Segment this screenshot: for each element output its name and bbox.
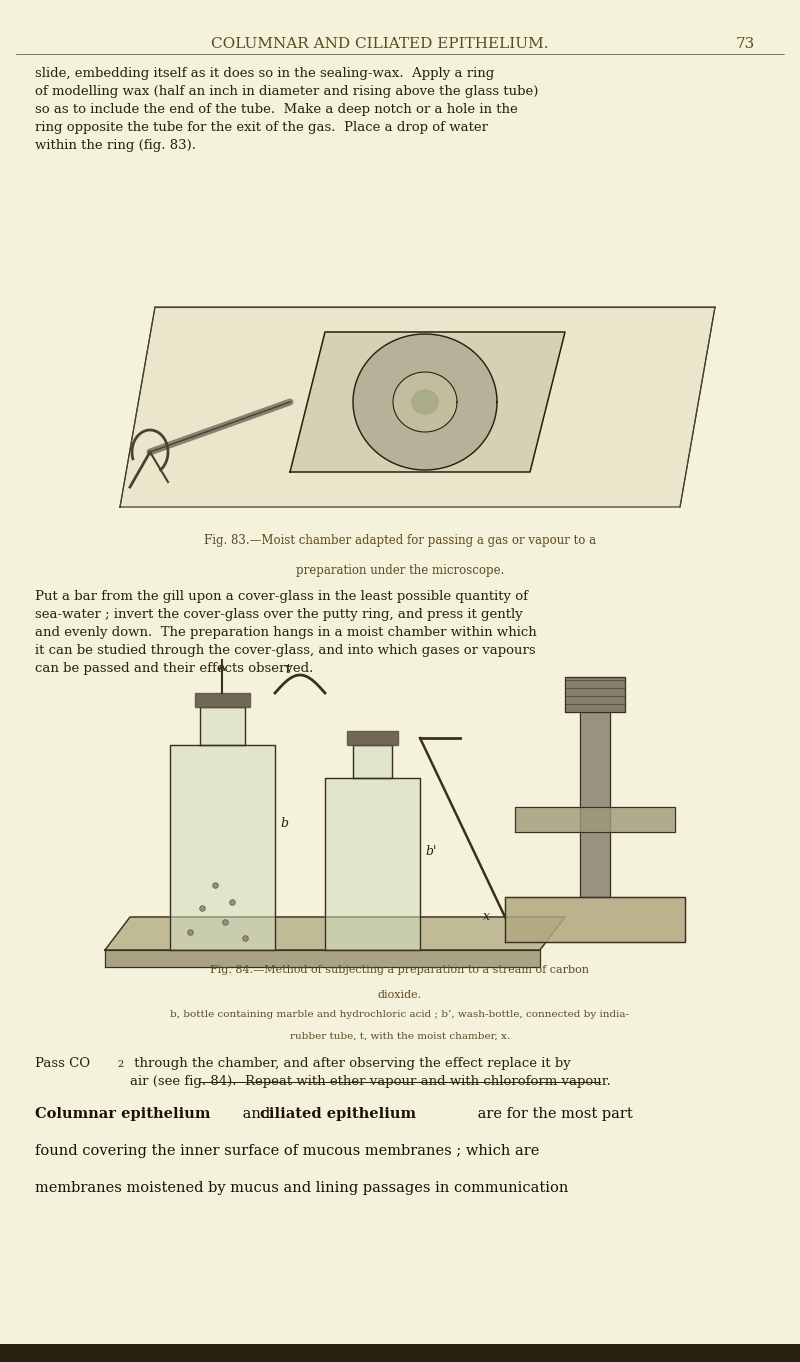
Text: 2: 2 (117, 1060, 123, 1069)
Polygon shape (347, 731, 398, 745)
Text: rubber tube, t, with the moist chamber, x.: rubber tube, t, with the moist chamber, … (290, 1032, 510, 1041)
Text: membranes moistened by mucus and lining passages in communication: membranes moistened by mucus and lining … (35, 1181, 568, 1194)
Text: t: t (285, 663, 290, 676)
Text: Put a bar from the gill upon a cover-glass in the least possible quantity of
sea: Put a bar from the gill upon a cover-gla… (35, 590, 537, 676)
Polygon shape (120, 306, 715, 507)
Polygon shape (412, 390, 438, 414)
Polygon shape (195, 693, 250, 707)
Text: and: and (238, 1107, 275, 1121)
Text: Fig. 83.—Moist chamber adapted for passing a gas or vapour to a: Fig. 83.—Moist chamber adapted for passi… (204, 534, 596, 548)
Bar (0, 1344, 800, 1362)
Polygon shape (393, 372, 457, 432)
Text: COLUMNAR AND CILIATED EPITHELIUM.: COLUMNAR AND CILIATED EPITHELIUM. (211, 37, 549, 50)
Text: b': b' (425, 846, 436, 858)
Text: slide, embedding itself as it does so in the sealing-wax.  Apply a ring
of model: slide, embedding itself as it does so in… (35, 67, 538, 153)
Polygon shape (515, 808, 675, 832)
Text: Pass CO: Pass CO (35, 1057, 90, 1071)
Text: b, bottle containing marble and hydrochloric acid ; b’, wash-bottle, connected b: b, bottle containing marble and hydrochl… (170, 1011, 630, 1019)
Polygon shape (353, 745, 392, 778)
Text: preparation under the microscope.: preparation under the microscope. (296, 564, 504, 577)
Text: through the chamber, and after observing the effect replace it by
air (see fig. : through the chamber, and after observing… (130, 1057, 611, 1088)
Text: Columnar epithelium: Columnar epithelium (35, 1107, 210, 1121)
Text: found covering the inner surface of mucous membranes ; which are: found covering the inner surface of muco… (35, 1144, 539, 1158)
Polygon shape (200, 707, 245, 745)
Text: x: x (483, 910, 490, 923)
Polygon shape (170, 745, 275, 951)
Text: are for the most part: are for the most part (473, 1107, 633, 1121)
Text: dioxide.: dioxide. (378, 990, 422, 1000)
Polygon shape (580, 712, 610, 898)
Text: ciliated epithelium: ciliated epithelium (260, 1107, 416, 1121)
Polygon shape (565, 677, 625, 712)
Polygon shape (353, 334, 497, 470)
Polygon shape (105, 917, 565, 951)
Text: Fig. 84.—Method of subjecting a preparation to a stream of carbon: Fig. 84.—Method of subjecting a preparat… (210, 966, 590, 975)
Polygon shape (325, 778, 420, 951)
Polygon shape (105, 951, 540, 967)
Polygon shape (290, 332, 565, 473)
Text: 73: 73 (736, 37, 755, 50)
Text: b: b (280, 817, 288, 829)
Polygon shape (505, 898, 685, 943)
